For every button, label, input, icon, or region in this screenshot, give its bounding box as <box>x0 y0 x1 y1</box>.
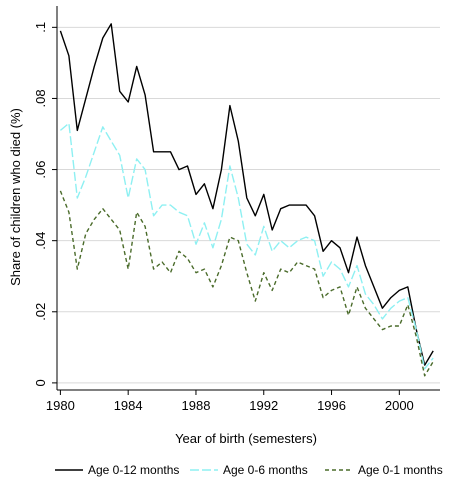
x-tick-label: 2000 <box>385 398 414 413</box>
x-axis-title: Year of birth (semesters) <box>175 431 317 446</box>
axes: 0 .02 .04 .06 .08 .1 1980 1984 1988 1992 1996 2000 <box>33 6 440 413</box>
x-tick-label: 1992 <box>249 398 278 413</box>
x-tick-label: 1980 <box>46 398 75 413</box>
legend-label: Age 0-12 months <box>88 463 179 477</box>
x-tick-label: 1996 <box>317 398 346 413</box>
x-tick-label: 1988 <box>182 398 211 413</box>
y-tick-label: 0 <box>33 379 48 386</box>
legend-label: Age 0-1 months <box>358 463 443 477</box>
series-lines <box>59 23 434 377</box>
y-tick-label: .04 <box>33 232 48 250</box>
y-tick-label: .06 <box>33 161 48 179</box>
y-tick-label: .08 <box>33 89 48 107</box>
gridlines <box>57 26 440 384</box>
series-line <box>59 23 434 366</box>
y-tick-label: .02 <box>33 303 48 321</box>
x-tick-label: 1984 <box>114 398 143 413</box>
series-line <box>59 122 434 370</box>
legend-label: Age 0-6 months <box>223 463 308 477</box>
y-axis-title: Share of children who died (%) <box>8 108 23 286</box>
legend: Age 0-12 months Age 0-6 months Age 0-1 mon… <box>55 463 443 477</box>
y-tick-label: .1 <box>33 22 48 33</box>
series-line <box>59 190 434 377</box>
